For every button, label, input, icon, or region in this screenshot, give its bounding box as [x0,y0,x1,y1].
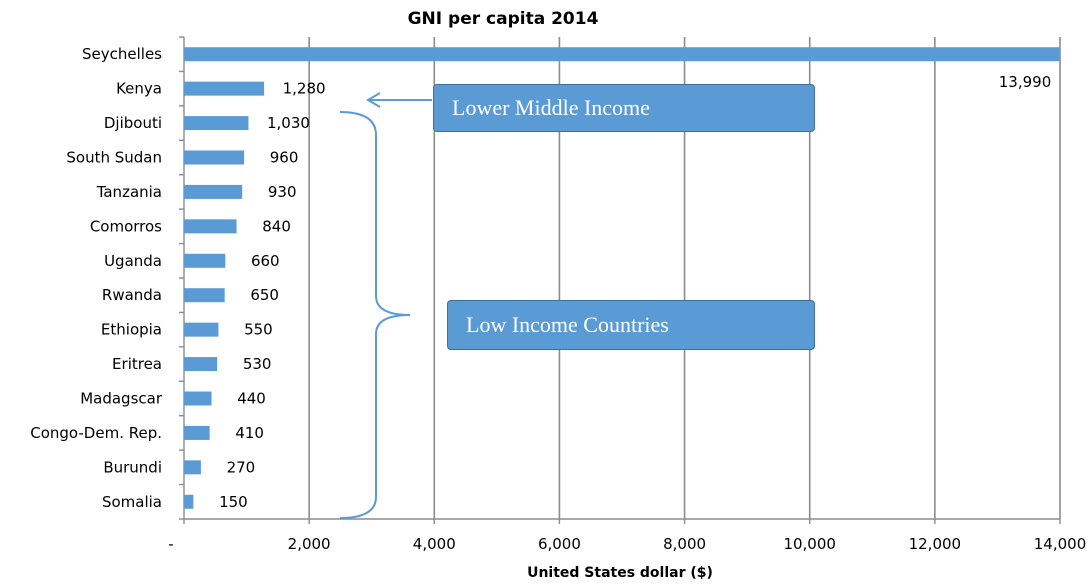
value-label-kenya: 1,280 [283,80,326,98]
category-label-burundi: Burundi [103,458,162,476]
bar-djibouti [184,116,249,131]
x-tick-label-8000: 8,000 [663,535,706,553]
bar-somalia [184,494,194,509]
x-tick-label-14000: 14,000 [1034,535,1087,553]
bar-ethiopia [184,322,219,337]
category-label-madagscar: Madagscar [80,390,163,408]
x-tick-label-4000: 4,000 [413,535,456,553]
value-label-burundi: 270 [227,458,256,476]
x-tick-label-10000: 10,000 [783,535,836,553]
value-label-uganda: 660 [251,252,280,270]
bar-kenya [184,81,265,96]
bar-madagscar [184,391,212,406]
x-tick-label-12000: 12,000 [909,535,962,553]
x-axis-label: United States dollar ($) [527,565,713,581]
bar-congo-dem-rep [184,425,210,440]
category-label-ethiopia: Ethiopia [101,321,162,339]
category-label-eritrea: Eritrea [112,355,162,373]
value-label-tanzania: 930 [268,183,297,201]
value-label-eritrea: 530 [243,355,272,373]
x-tick-label-0: - [168,535,173,553]
category-label-south-sudan: South Sudan [66,149,162,167]
category-labels: Seychelles Kenya Djibouti South Sudan Tanzan… [30,45,163,511]
value-label-rwanda: 650 [250,286,279,304]
low-income-countries-callout: Low Income Countries [447,300,815,350]
value-label-madagscar: 440 [237,390,266,408]
category-label-uganda: Uganda [104,252,162,270]
category-label-rwanda: Rwanda [102,286,162,304]
category-label-comorros: Comorros [90,217,162,235]
chart-title: GNI per capita 2014 [408,9,599,29]
bar-burundi [184,460,201,475]
x-tick-labels: - 2,000 4,000 6,000 8,000 10,000 12,000 14,000 [168,535,1086,553]
category-label-tanzania: Tanzania [96,183,162,201]
value-label-south-sudan: 960 [270,149,299,167]
value-label-seychelles: 13,990 [999,73,1052,91]
value-label-comorros: 840 [262,217,291,235]
bar-seychelles [184,47,1060,62]
bar-tanzania [184,184,243,199]
callout-arrow [366,92,432,108]
value-labels: 13,990 1,280 1,030 960 930 840 660 650 550 530 440… [219,73,1051,511]
bar-eritrea [184,357,218,372]
category-label-somalia: Somalia [102,493,162,511]
value-label-ethiopia: 550 [244,321,273,339]
grid-lines [179,36,1061,524]
value-label-djibouti: 1,030 [267,114,310,132]
bar-south-sudan [184,150,245,165]
category-label-kenya: Kenya [116,80,162,98]
bar-uganda [184,253,226,268]
bar-rwanda [184,288,225,303]
x-tick-label-6000: 6,000 [538,535,581,553]
low-income-brace [339,111,411,519]
bar-comorros [184,219,237,234]
lower-middle-income-callout: Lower Middle Income [433,84,815,132]
value-label-congo-dem-rep: 410 [235,424,264,442]
x-tick-label-2000: 2,000 [288,535,331,553]
bars [184,47,1060,509]
category-label-djibouti: Djibouti [104,114,162,132]
category-label-congo-dem-rep: Congo-Dem. Rep. [30,424,162,442]
category-label-seychelles: Seychelles [82,45,162,63]
value-label-somalia: 150 [219,493,248,511]
